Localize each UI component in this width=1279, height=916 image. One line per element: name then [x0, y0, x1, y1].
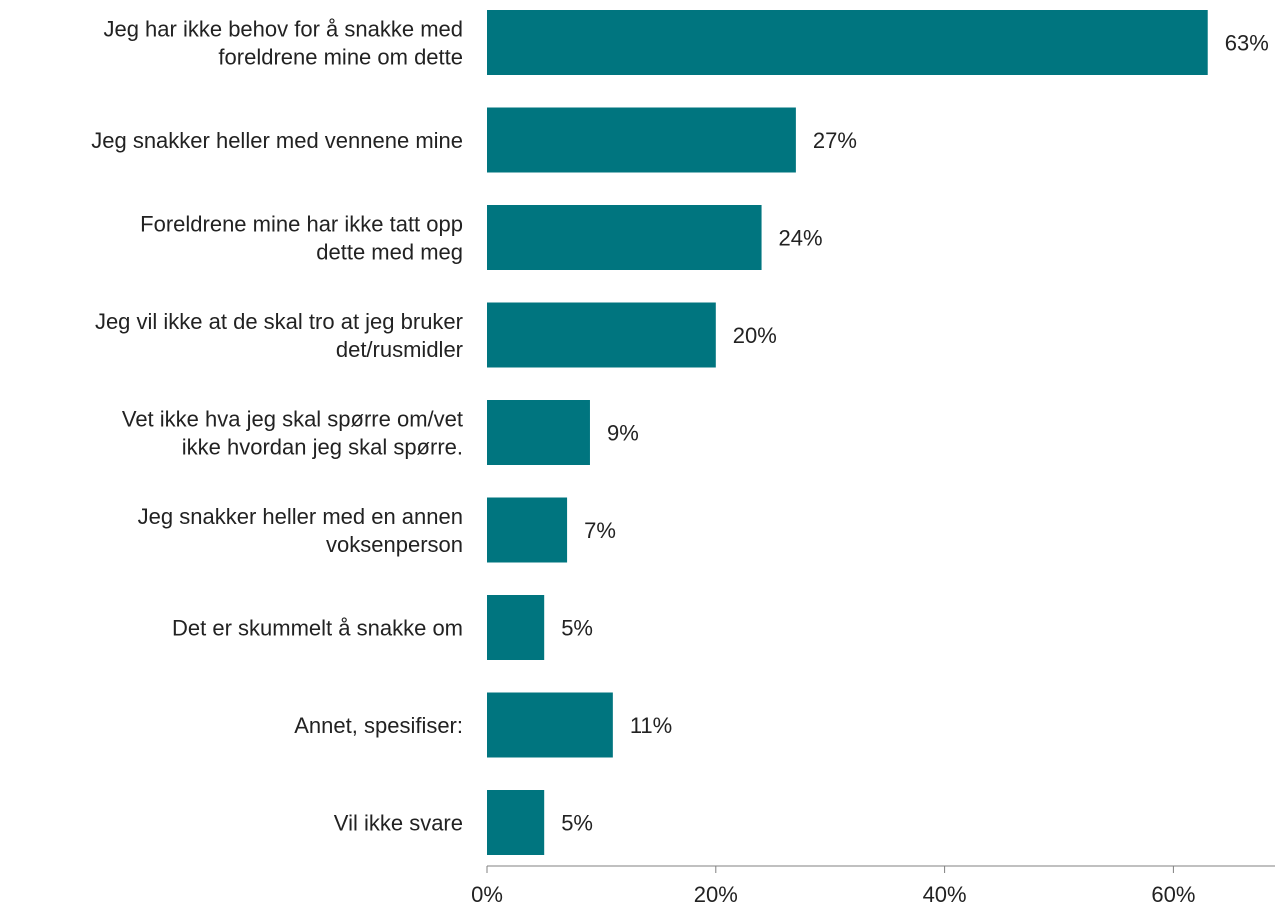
category-label-4: Vet ikke hva jeg skal spørre om/vet ikke … [122, 407, 463, 460]
category-label-line: Det er skummelt å snakke om [172, 616, 463, 641]
category-label-3: Jeg vil ikke at de skal tro at jeg bruke… [95, 309, 463, 362]
data-label-4: 9% [607, 421, 639, 446]
data-label-6: 5% [561, 616, 593, 641]
data-label-2: 24% [779, 226, 823, 251]
category-label-line: Jeg snakker heller med vennene mine [91, 128, 463, 153]
category-label-7: Annet, spesifiser: [294, 713, 463, 738]
category-label-line: Jeg vil ikke at de skal tro at jeg bruke… [95, 309, 463, 334]
bar-6 [487, 595, 545, 660]
x-tick-label-3: 60% [1151, 882, 1195, 907]
category-label-line: dette med meg [316, 240, 463, 265]
category-label-line: Jeg har ikke behov for å snakke med [103, 17, 463, 42]
category-label-line: Vil ikke svare [334, 811, 463, 836]
bar-7 [487, 692, 613, 758]
bar-0 [487, 10, 1208, 75]
data-label-0: 63% [1225, 31, 1269, 56]
category-label-6: Det er skummelt å snakke om [172, 616, 463, 641]
data-label-8: 5% [561, 811, 593, 836]
bar-8 [487, 790, 545, 855]
category-label-line: voksenperson [326, 532, 463, 557]
category-label-line: ikke hvordan jeg skal spørre. [182, 435, 463, 460]
category-label-line: det/rusmidler [336, 337, 463, 362]
category-label-line: Annet, spesifiser: [294, 713, 463, 738]
data-label-1: 27% [813, 128, 857, 153]
data-label-5: 7% [584, 518, 616, 543]
x-tick-label-0: 0% [471, 882, 503, 907]
bar-2 [487, 205, 762, 270]
category-label-line: Jeg snakker heller med en annen [138, 504, 463, 529]
bar-1 [487, 107, 796, 173]
data-label-7: 11% [630, 713, 672, 738]
category-label-5: Jeg snakker heller med en annen voksenper… [138, 504, 463, 557]
category-label-line: foreldrene mine om dette [218, 45, 463, 70]
bar-5 [487, 497, 568, 563]
bar-3 [487, 302, 716, 368]
x-tick-label-1: 20% [694, 882, 738, 907]
category-label-line: Foreldrene mine har ikke tatt opp [140, 212, 463, 237]
category-label-2: Foreldrene mine har ikke tatt opp dette m… [140, 212, 463, 265]
category-label-line: Vet ikke hva jeg skal spørre om/vet [122, 407, 463, 432]
bar-4 [487, 400, 590, 465]
category-label-1: Jeg snakker heller med vennene mine [91, 128, 463, 153]
category-label-8: Vil ikke svare [334, 811, 463, 836]
x-tick-label-2: 40% [923, 882, 967, 907]
category-label-0: Jeg har ikke behov for å snakke med forel… [103, 17, 463, 70]
data-label-3: 20% [733, 323, 777, 348]
